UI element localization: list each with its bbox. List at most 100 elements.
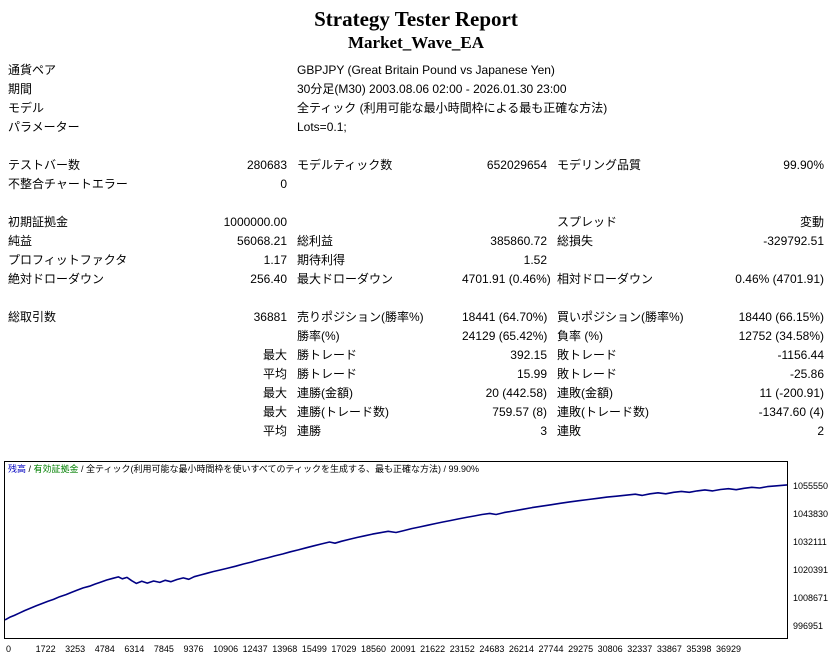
stat-label: 純益 [8, 234, 33, 248]
report-row: 平均 連勝 3 連敗 2 [0, 422, 824, 441]
stat-value [192, 327, 287, 346]
stat-label [0, 327, 192, 346]
stat-label: 絶対ドローダウン [8, 272, 105, 286]
row-label: 通貨ペア [8, 63, 57, 77]
stat-label [547, 251, 722, 270]
legend-segment: / [26, 464, 34, 474]
stat-label [287, 175, 462, 194]
stat-value [722, 175, 824, 194]
stat-value: -1156.44 [777, 348, 824, 362]
balance-line [4, 484, 788, 621]
stat-label [287, 213, 462, 232]
report-row: 最大 勝トレード 392.15 敗トレード -1156.44 [0, 346, 824, 365]
stat-label: 連敗(金額) [557, 386, 613, 400]
y-axis-label: 1055550 [793, 481, 829, 491]
stat-value: 0.46% (4701.91) [735, 272, 824, 286]
stat-value: 最大 [262, 348, 287, 362]
row-spacer [192, 99, 287, 118]
stat-value: 12752 (34.58%) [738, 329, 824, 343]
stat-label: モデリング品質 [557, 158, 642, 172]
y-axis-label: 1020391 [793, 564, 829, 575]
x-axis-label: 32337 [627, 644, 653, 654]
stat-label: 初期証拠金 [8, 215, 69, 229]
stat-value: 20 (442.58) [485, 386, 547, 400]
stat-value: 392.15 [510, 348, 547, 362]
x-axis-label: 9376 [183, 644, 204, 654]
x-axis-label: 4784 [94, 644, 115, 654]
row-value: Lots=0.1; [297, 120, 347, 134]
y-axis-label: 1008671 [793, 592, 829, 603]
row-label: 期間 [8, 82, 33, 96]
stat-value: -25.86 [789, 367, 824, 381]
stat-label [547, 175, 722, 194]
legend-segment: 有効証拠金 [33, 464, 79, 474]
x-axis-label: 1722 [35, 644, 56, 654]
stat-value: 変動 [799, 215, 824, 229]
x-axis-label: 7845 [153, 644, 174, 654]
stat-label [0, 422, 192, 441]
report-row: 純益 56068.21 総利益 385860.72 総損失 -329792.51 [0, 232, 824, 251]
report-row: パラメーター Lots=0.1; [0, 118, 824, 137]
stat-value [462, 175, 547, 194]
report-row [0, 137, 824, 156]
stat-value: 280683 [246, 158, 287, 172]
stat-label: モデルティック数 [297, 158, 393, 172]
stat-value: 99.90% [783, 158, 824, 172]
stat-label [0, 365, 192, 384]
x-axis-label: 12437 [242, 644, 268, 654]
stat-value: 18440 (66.15%) [738, 310, 824, 324]
report-row: 最大 連勝(トレード数) 759.57 (8) 連敗(トレード数) -1347.60 (… [0, 403, 824, 422]
balance-curve-svg [4, 484, 788, 621]
legend-segment: 残高 [8, 464, 27, 474]
stat-value: 最大 [262, 405, 287, 419]
stat-label: テストバー数 [8, 158, 81, 172]
x-axis-label: 18560 [361, 644, 387, 654]
stat-label: スプレッド [557, 215, 618, 229]
stat-value: 1000000.00 [223, 215, 287, 229]
stat-label [0, 346, 192, 365]
x-axis-label: 27744 [538, 644, 564, 654]
report-row: 平均 勝トレード 15.99 敗トレード -25.86 [0, 365, 824, 384]
row-spacer [192, 61, 287, 80]
x-axis-label: 30806 [597, 644, 623, 654]
report-row: 勝率(%) 24129 (65.42%) 負率 (%) 12752 (34.58%) [0, 327, 824, 346]
row-value: 30分足(M30) 2003.08.06 02:00 - 2026.01.30 … [297, 82, 567, 96]
x-axis-label: 23152 [449, 644, 475, 654]
x-axis-label: 33867 [656, 644, 682, 654]
y-axis-label: 996951 [793, 621, 824, 631]
report-row: 不整合チャートエラー 0 [0, 175, 824, 194]
stat-label: 連敗 [557, 424, 582, 438]
stat-label: 総取引数 [8, 310, 57, 324]
stat-value: 15.99 [516, 367, 547, 381]
report-row: 通貨ペア GBPJPY (Great Britain Pound vs Japan… [0, 61, 824, 80]
stat-label: 最大ドローダウン [297, 272, 394, 286]
x-axis-label: 24683 [479, 644, 505, 654]
row-spacer [192, 118, 287, 137]
stat-label: 連勝(金額) [297, 386, 353, 400]
stat-value [462, 213, 547, 232]
stat-label: 期待利得 [297, 253, 346, 267]
balance-chart: 残高 / 有効証拠金 / 全ティック(利用可能な最小時間枠を使いすべてのティック… [0, 461, 832, 661]
stat-label: プロフィットファクタ [8, 253, 128, 267]
x-axis-label: 13968 [272, 644, 298, 654]
stat-value: 平均 [262, 424, 287, 438]
stat-label: 負率 (%) [557, 329, 603, 343]
report-subtitle: Market_Wave_EA [348, 33, 484, 52]
stat-value: 652029654 [486, 158, 547, 172]
y-axis-label: 1043830 [793, 509, 829, 519]
stat-value: 11 (-200.91) [759, 386, 824, 400]
stat-value: -1347.60 (4) [758, 405, 824, 419]
stat-label: 敗トレード [557, 348, 618, 362]
stat-label: 勝トレード [297, 367, 358, 381]
report-row: 絶対ドローダウン 256.40 最大ドローダウン 4701.91 (0.46%) 相対ド… [0, 270, 824, 289]
report-row: プロフィットファクタ 1.17 期待利得 1.52 [0, 251, 824, 270]
x-axis-label: 0 [6, 644, 12, 654]
row-label: パラメーター [8, 120, 80, 134]
stats-table: 通貨ペア GBPJPY (Great Britain Pound vs Japan… [0, 61, 824, 441]
stat-value: 最大 [262, 386, 287, 400]
report-row: モデル 全ティック (利用可能な最小時間枠による最も正確な方法) [0, 99, 824, 118]
stat-label: 不整合チャートエラー [8, 177, 128, 191]
report-row: 期間 30分足(M30) 2003.08.06 02:00 - 2026.01.3… [0, 80, 824, 99]
stat-value: 36881 [253, 310, 287, 324]
stat-value: 4701.91 (0.46%) [462, 272, 551, 286]
